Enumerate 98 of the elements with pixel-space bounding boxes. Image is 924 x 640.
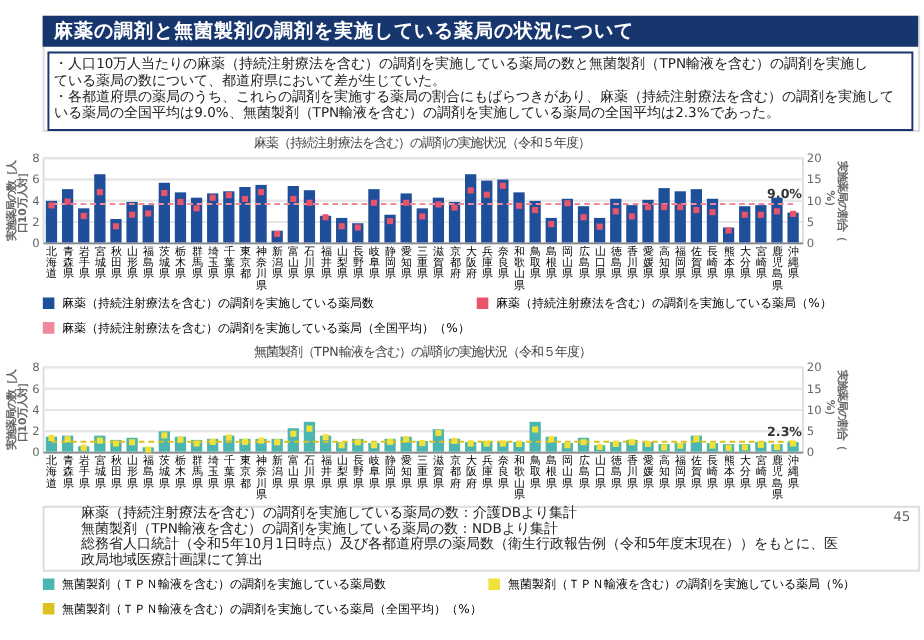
point: [48, 434, 55, 442]
bar: [561, 198, 574, 243]
bar: [755, 205, 767, 243]
point: [403, 436, 410, 443]
point: [773, 208, 781, 215]
point: [435, 201, 442, 208]
point: [370, 199, 377, 206]
point: [193, 440, 200, 447]
point: [467, 187, 474, 194]
point: [161, 189, 168, 197]
bar: [174, 192, 187, 243]
point: [161, 432, 168, 439]
point: [225, 434, 232, 441]
point: [322, 214, 329, 221]
point: [757, 211, 764, 218]
point: [193, 205, 200, 212]
bar: [513, 192, 525, 243]
point: [741, 211, 748, 218]
point: [467, 440, 474, 447]
point: [419, 440, 426, 447]
point: [306, 425, 313, 432]
point: [177, 198, 184, 205]
bar: [223, 191, 235, 243]
bar: [142, 205, 154, 243]
point: [790, 210, 797, 217]
point: [435, 429, 442, 436]
point: [354, 224, 361, 231]
point: [258, 189, 265, 196]
point: [644, 203, 652, 211]
point: [290, 195, 297, 203]
bar: [626, 205, 638, 243]
point: [241, 438, 249, 445]
point: [661, 203, 668, 211]
point: [548, 436, 555, 443]
point: [241, 195, 249, 203]
point: [499, 440, 506, 447]
bar: [78, 208, 90, 243]
point: [612, 208, 619, 215]
point: [532, 426, 539, 433]
bar: [239, 187, 251, 243]
point: [386, 218, 394, 225]
point: [451, 204, 458, 211]
point: [290, 430, 297, 437]
point: [515, 202, 523, 209]
point: [96, 189, 103, 196]
point: [628, 439, 635, 446]
point: [693, 435, 700, 442]
bar: [416, 208, 428, 243]
point: [129, 211, 136, 218]
point: [64, 198, 71, 205]
bar: [481, 180, 493, 243]
bar: [739, 206, 751, 243]
point: [725, 227, 732, 234]
point: [48, 202, 55, 209]
point: [112, 440, 120, 447]
point: [322, 434, 329, 441]
bar: [368, 189, 380, 243]
point: [628, 213, 635, 220]
point: [177, 436, 184, 443]
point: [112, 223, 120, 230]
bar: [465, 174, 477, 243]
bar: [158, 182, 170, 243]
bar: [255, 184, 267, 243]
bar: [94, 174, 106, 243]
text: 麻薬の調剤と無菌製剤の調剤を実施している薬局の状況について: [52, 19, 635, 44]
point: [483, 440, 490, 447]
bar: [610, 198, 622, 243]
bar: [303, 190, 316, 243]
point: [64, 436, 71, 443]
point: [306, 199, 313, 206]
point: [564, 200, 571, 207]
bar: [658, 188, 670, 243]
point: [386, 438, 394, 445]
point: [419, 213, 426, 220]
point: [483, 191, 490, 198]
point: [209, 194, 216, 201]
point: [790, 440, 797, 447]
point: [532, 206, 539, 214]
point: [580, 214, 587, 221]
point: [274, 230, 281, 237]
point: [80, 212, 87, 220]
bar: [674, 191, 686, 243]
point: [709, 209, 716, 216]
point: [145, 210, 152, 217]
bar: [207, 193, 219, 243]
point: [403, 199, 410, 206]
bar: [400, 193, 412, 243]
point: [548, 221, 555, 228]
bar: [787, 212, 799, 243]
point: [677, 203, 684, 211]
bar: [61, 189, 74, 243]
point: [225, 192, 232, 199]
point: [258, 437, 265, 444]
point: [499, 182, 506, 189]
bar: [287, 185, 299, 243]
bar: [497, 179, 509, 243]
point: [451, 437, 458, 445]
point: [693, 206, 700, 214]
